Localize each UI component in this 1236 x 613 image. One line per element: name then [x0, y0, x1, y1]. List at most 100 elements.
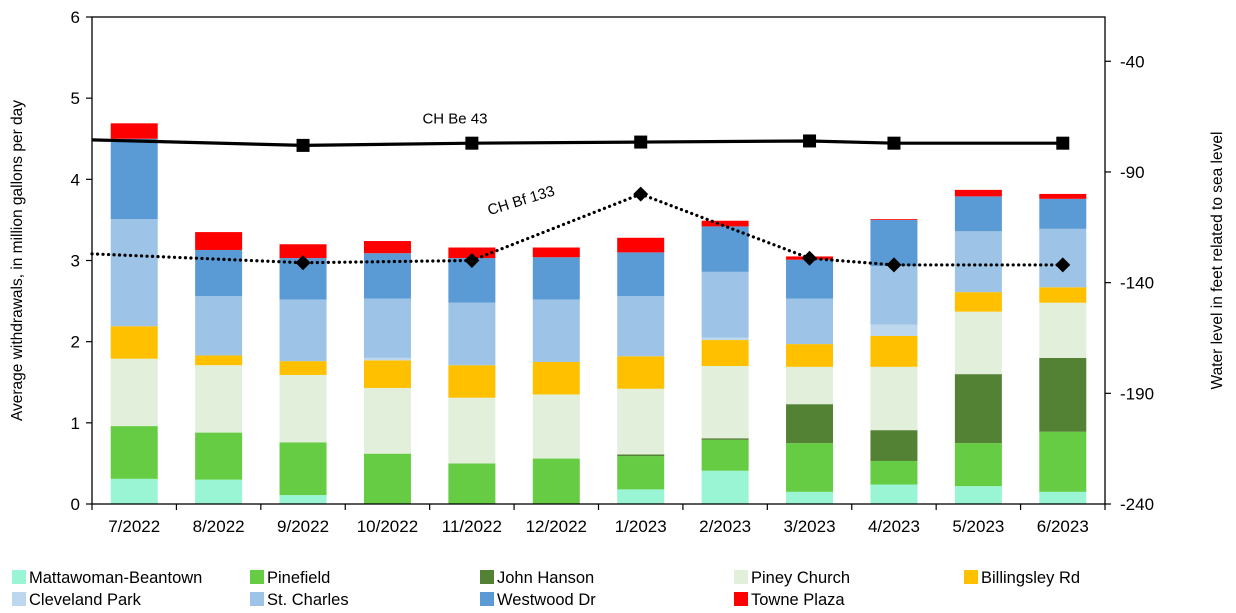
legend-label: Pinefield [267, 569, 330, 587]
bar-segment [617, 456, 665, 490]
legend-label: Towne Plaza [751, 591, 845, 609]
bar-segment [954, 189, 1002, 197]
bar-segment [279, 361, 327, 375]
line-marker [295, 255, 311, 271]
plot-frame [91, 16, 1106, 505]
bar-segment [532, 361, 580, 395]
bar-segment [870, 335, 918, 367]
y-right-tick-label: -90 [1120, 163, 1145, 182]
bar-segment [701, 220, 749, 227]
y-left-tick-label: 4 [71, 170, 80, 189]
bar-segment [870, 366, 918, 431]
bar-segment [195, 479, 243, 504]
x-tick-label: 6/2023 [1037, 517, 1089, 536]
bar-segment [1039, 431, 1087, 492]
y-axis-label-right: Water level in feet related to sea level [1209, 132, 1226, 390]
bar-segment [701, 226, 749, 272]
bar-segment [448, 397, 496, 464]
bar-segment [954, 196, 1002, 232]
bar-segment [701, 337, 749, 341]
x-tick-label: 7/2022 [108, 517, 160, 536]
bar-segment [1039, 357, 1087, 432]
legend-swatch [480, 592, 494, 606]
y-right-tick-label: -240 [1120, 495, 1154, 514]
line-marker [887, 136, 901, 150]
legend-label: Piney Church [751, 569, 850, 587]
line-marker [633, 186, 649, 202]
bar-segment [786, 298, 834, 345]
bar-segment [954, 443, 1002, 487]
bar-segment [870, 460, 918, 485]
x-tick-label: 2/2023 [699, 517, 751, 536]
bar-segment [363, 357, 411, 361]
y-right-tick-label: -40 [1120, 52, 1145, 71]
bar-segment [701, 439, 749, 471]
y-axis-label-left: Average withdrawals, in million gallons … [9, 100, 26, 421]
bar-segment [110, 219, 158, 327]
bar-segment [701, 340, 749, 367]
line-marker [464, 253, 480, 268]
legend-swatch [12, 570, 26, 584]
legend: Mattawoman-Beantown Pinefield John Hanson P… [12, 569, 1080, 609]
bar-segment [110, 478, 158, 504]
line-marker [1055, 257, 1071, 273]
bar-segment [870, 430, 918, 461]
series-line-label: CH Be 43 [422, 110, 487, 127]
y-left-tick-label: 0 [71, 495, 80, 514]
legend-swatch [250, 592, 264, 606]
bar-segment [195, 232, 243, 250]
bar-segment [954, 311, 1002, 375]
legend-swatch [964, 570, 978, 584]
bar-segment [363, 453, 411, 504]
bar-segment [532, 299, 580, 362]
bar-segment [617, 356, 665, 389]
x-tick-label: 11/2022 [442, 517, 502, 536]
bar-segment [786, 404, 834, 444]
bar-segment [363, 387, 411, 454]
y-left-tick-label: 6 [71, 8, 80, 27]
bar-segment [701, 470, 749, 504]
bar-segment [617, 388, 665, 455]
bar-segment [701, 366, 749, 439]
bar-segment [617, 489, 665, 504]
bar-segment [279, 495, 327, 504]
legend-label: Billingsley Rd [981, 569, 1080, 587]
bar-segment [701, 271, 749, 338]
bar-segment [279, 244, 327, 259]
bar-segment [870, 266, 918, 325]
bar-segment [532, 257, 580, 300]
line-marker [634, 135, 648, 149]
bar-segment [870, 324, 918, 336]
bars-layer [110, 123, 1087, 504]
bar-segment [279, 374, 327, 443]
x-tick-label: 4/2023 [868, 517, 920, 536]
x-tick-label: 3/2023 [784, 517, 836, 536]
legend-swatch [12, 592, 26, 606]
legend-swatch [734, 592, 748, 606]
bar-segment [786, 443, 834, 492]
bar-segment [701, 438, 749, 440]
bar-segment [1039, 491, 1087, 504]
bar-segment [448, 247, 496, 259]
bar-segment [279, 299, 327, 362]
legend-label: Cleveland Park [29, 591, 142, 609]
bar-segment [786, 344, 834, 367]
bar-segment [363, 360, 411, 388]
bar-segment [1039, 302, 1087, 358]
bar-segment [110, 123, 158, 139]
bar-segment [1039, 198, 1087, 229]
bar-segment [195, 365, 243, 433]
bar-segment [617, 296, 665, 357]
bar-segment [954, 486, 1002, 504]
bar-segment [448, 302, 496, 366]
x-tick-label: 5/2023 [952, 517, 1004, 536]
y-left-tick-label: 5 [71, 89, 80, 108]
series-line [91, 138, 1063, 147]
line-marker [886, 257, 902, 273]
bar-segment [870, 484, 918, 504]
bar-segment [448, 463, 496, 504]
line-marker [296, 138, 310, 152]
series-line-label: CH Bf 133 [486, 183, 557, 219]
legend-label: Westwood Dr [497, 591, 596, 609]
bar-segment [617, 454, 665, 457]
